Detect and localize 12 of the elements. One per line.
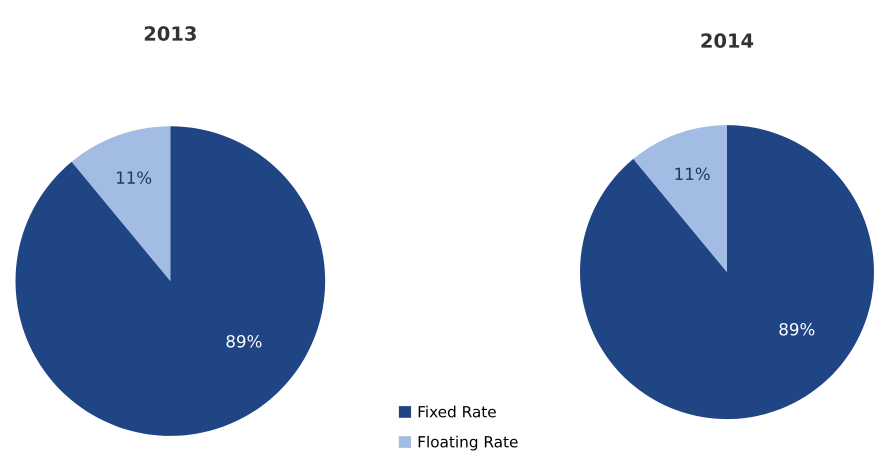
pie-slice [580,125,874,420]
legend-label: Fixed Rate [418,406,496,418]
data-label: 89% [226,334,262,348]
data-label: 89% [779,322,814,336]
chart-title: 2014 [701,33,754,48]
pie-slice [72,126,170,282]
data-label: 11% [675,168,710,180]
pie-slice [16,126,326,436]
pie-slice [633,125,727,272]
data-label: 11% [116,171,152,184]
legend-label: Floating Rate [418,436,518,450]
chart-title: 2013 [144,26,196,41]
